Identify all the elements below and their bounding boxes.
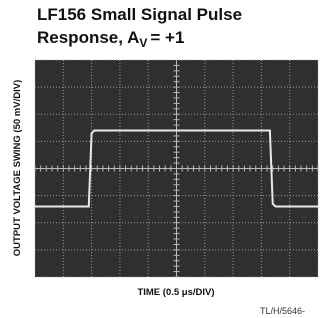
chart-title: LF156 Small Signal Pulse: [37, 5, 242, 24]
subtitle-suffix: = +1: [150, 28, 184, 47]
subtitle-subscript: V: [139, 36, 147, 50]
chart: LF156 Small Signal Pulse Response, AV= +…: [0, 0, 327, 318]
footnote: TL/H/5646-: [260, 306, 305, 316]
subtitle-main: Response, A: [37, 28, 139, 47]
chart-subtitle: Response, AV= +1: [37, 28, 184, 50]
x-axis-label: TIME (0.5 μs/DIV): [137, 287, 214, 298]
y-axis-label: OUTPUT VOLTAGE SWING (50 mV/DIV): [12, 80, 23, 256]
page: {"chart_data": {"type": "line", "title":…: [0, 0, 327, 318]
